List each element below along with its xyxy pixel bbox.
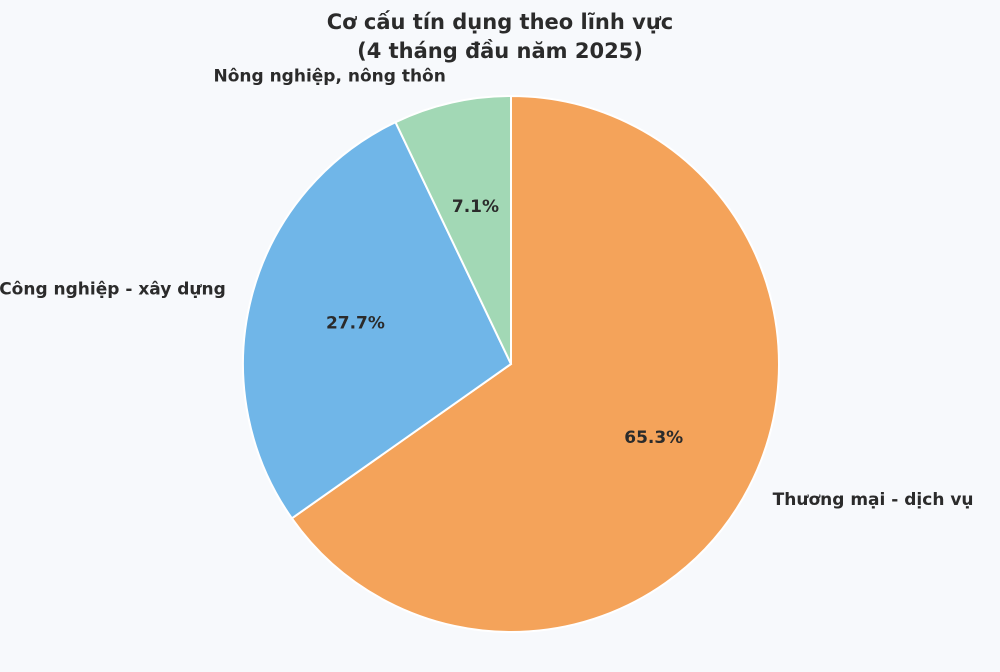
pie-slice-percent-cong-nghiep-xay-dung: 27.7% [326,313,385,333]
chart-subtitle: (4 tháng đầu năm 2025) [357,39,643,63]
pie-slice-label-nong-nghiep-nong-thon: Nông nghiệp, nông thôn [213,66,445,86]
pie-slice-percent-thuong-mai-dich-vu: 65.3% [624,428,683,448]
pie-slice-percent-nong-nghiep-nong-thon: 7.1% [452,197,499,217]
pie-slice-label-cong-nghiep-xay-dung: Công nghiệp - xây dựng [0,279,226,299]
pie-slice-label-thuong-mai-dich-vu: Thương mại - dịch vụ [773,490,974,510]
pie-slice-cong-nghiep-xay-dung [242,120,513,520]
chart-title: Cơ cấu tín dụng theo lĩnh vực [326,10,674,34]
pie-slice-thuong-mai-dich-vu [290,94,780,633]
pie-slice-nong-nghiep-nong-thon [394,94,512,365]
